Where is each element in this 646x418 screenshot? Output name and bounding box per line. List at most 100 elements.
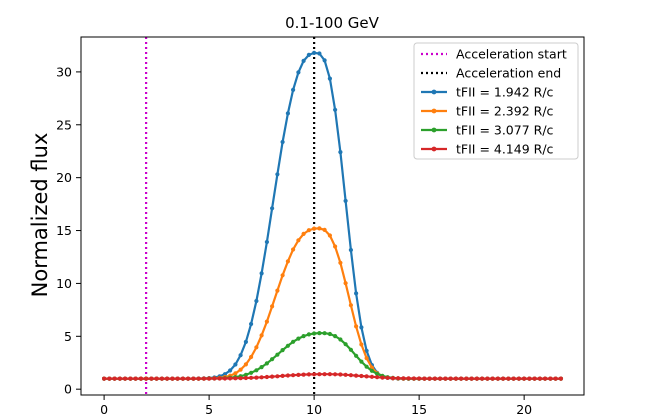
series-point-3-22 <box>217 376 222 381</box>
series-point-2-42 <box>322 331 327 336</box>
series-point-1-40 <box>312 226 317 231</box>
series-point-3-84 <box>543 376 548 381</box>
series-point-3-11 <box>159 376 164 381</box>
series-point-3-51 <box>369 374 374 379</box>
series-point-3-16 <box>186 376 191 381</box>
y-tick-label-1: 5 <box>64 329 72 344</box>
series-point-3-9 <box>149 376 154 381</box>
series-point-3-65 <box>443 376 448 381</box>
series-point-2-47 <box>348 347 353 352</box>
series-point-0-37 <box>296 70 301 75</box>
y-tick-label-3: 15 <box>56 223 72 238</box>
series-point-3-5 <box>128 376 133 381</box>
series-point-2-50 <box>364 364 369 369</box>
series-point-3-83 <box>537 376 543 381</box>
series-point-3-78 <box>511 376 516 381</box>
series-point-3-3 <box>117 376 122 381</box>
series-point-3-15 <box>180 376 185 381</box>
series-point-1-44 <box>333 244 338 249</box>
series-point-2-51 <box>369 368 374 373</box>
series-point-0-34 <box>280 139 285 145</box>
series-point-0-41 <box>317 51 322 56</box>
legend-label-5: tFII = 4.149 R/c <box>456 142 554 157</box>
series-point-3-24 <box>228 376 233 381</box>
series-point-1-28 <box>249 354 254 360</box>
series-point-3-30 <box>259 375 264 380</box>
series-point-1-50 <box>364 356 369 361</box>
series-point-3-72 <box>480 376 485 381</box>
series-point-0-38 <box>301 58 306 64</box>
series-point-3-40 <box>312 372 317 377</box>
series-point-2-37 <box>296 336 301 341</box>
y-axis-label: Normalized flux <box>28 133 52 298</box>
series-point-0-46 <box>343 198 348 203</box>
series-point-0-32 <box>270 206 275 211</box>
series-point-3-29 <box>254 375 259 380</box>
legend: Acceleration start Acceleration end tFII =… <box>413 42 579 160</box>
series-point-3-59 <box>411 376 416 381</box>
series-point-1-26 <box>238 367 243 372</box>
series-point-0-28 <box>249 321 254 327</box>
legend-marker-2 <box>431 89 437 95</box>
series-point-2-34 <box>280 348 285 353</box>
series-point-2-43 <box>327 331 332 337</box>
series-point-3-66 <box>448 376 453 381</box>
y-tick-label-2: 10 <box>56 276 72 291</box>
series-point-3-41 <box>317 372 322 377</box>
series-point-2-31 <box>264 361 269 366</box>
series-point-3-33 <box>275 374 280 379</box>
y-tick-label-5: 25 <box>56 117 72 132</box>
series-point-3-0 <box>102 376 107 381</box>
series-point-0-48 <box>354 291 359 296</box>
legend-item-4: tFII = 3.077 R/c <box>421 123 554 138</box>
series-point-2-44 <box>333 334 338 339</box>
series-point-3-57 <box>401 376 406 381</box>
series-point-2-49 <box>359 359 364 364</box>
series-point-1-39 <box>306 228 311 233</box>
x-tick-label-4: 20 <box>516 402 532 417</box>
series-point-0-36 <box>291 87 296 92</box>
series-point-3-60 <box>417 376 422 381</box>
series-point-3-35 <box>285 373 290 378</box>
series-point-0-29 <box>254 298 259 304</box>
x-tick-label-1: 5 <box>205 402 213 417</box>
series-point-3-73 <box>485 376 490 381</box>
series-point-0-31 <box>264 239 269 245</box>
series-point-3-46 <box>343 372 348 377</box>
series-point-1-48 <box>354 324 359 329</box>
series-point-3-10 <box>154 376 159 381</box>
legend-item-0: Acceleration start <box>421 47 567 62</box>
series-point-2-33 <box>275 352 280 357</box>
series-point-3-21 <box>212 376 217 381</box>
series-point-3-74 <box>490 376 495 381</box>
series-point-3-32 <box>270 374 275 379</box>
series-point-1-29 <box>254 345 259 350</box>
series-point-0-42 <box>322 58 327 63</box>
series-point-1-45 <box>338 260 343 265</box>
legend-label-2: tFII = 1.942 R/c <box>456 85 554 100</box>
series-point-3-58 <box>406 376 411 381</box>
series-point-3-81 <box>527 376 532 381</box>
y-tick-label-4: 20 <box>56 170 72 185</box>
series-3 <box>102 372 564 381</box>
series-point-3-17 <box>191 376 196 381</box>
plot-frame <box>80 36 585 396</box>
series-point-3-63 <box>432 376 437 381</box>
series-point-1-36 <box>291 247 296 252</box>
series-point-1-25 <box>233 371 238 376</box>
series-point-0-44 <box>333 107 338 112</box>
series-point-3-26 <box>238 376 243 381</box>
series-point-3-76 <box>501 376 506 381</box>
series-point-3-44 <box>333 372 338 377</box>
series-point-2-40 <box>312 331 317 336</box>
series-point-0-40 <box>312 50 317 56</box>
series-point-3-79 <box>516 376 522 381</box>
series-point-2-39 <box>306 332 311 337</box>
series-point-0-45 <box>338 150 343 155</box>
legend-marker-4 <box>431 127 437 133</box>
data-series <box>102 50 564 381</box>
series-point-1-42 <box>322 227 327 232</box>
series-point-3-86 <box>553 376 558 381</box>
series-point-2-29 <box>254 368 259 373</box>
